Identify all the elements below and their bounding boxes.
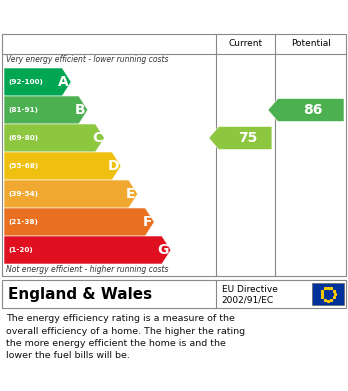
Text: D: D	[108, 159, 119, 173]
Polygon shape	[4, 208, 154, 236]
Text: (21-38): (21-38)	[8, 219, 38, 225]
Text: The energy efficiency rating is a measure of the
overall efficiency of a home. T: The energy efficiency rating is a measur…	[6, 314, 245, 361]
Polygon shape	[268, 99, 344, 122]
Text: EU Directive: EU Directive	[222, 285, 278, 294]
Polygon shape	[209, 127, 272, 149]
Text: B: B	[75, 103, 86, 117]
Text: Current: Current	[228, 38, 262, 47]
Polygon shape	[4, 124, 104, 152]
Polygon shape	[4, 152, 121, 180]
Text: 86: 86	[303, 103, 323, 117]
Text: Potential: Potential	[292, 38, 331, 47]
Text: 2002/91/EC: 2002/91/EC	[222, 295, 274, 304]
Text: E: E	[126, 187, 136, 201]
Text: (1-20): (1-20)	[8, 247, 33, 253]
Text: 75: 75	[238, 131, 257, 145]
Polygon shape	[4, 236, 171, 264]
Text: (81-91): (81-91)	[8, 107, 38, 113]
Text: G: G	[158, 243, 169, 257]
Text: (55-68): (55-68)	[8, 163, 38, 169]
Text: England & Wales: England & Wales	[8, 287, 152, 301]
Bar	[2, 280, 346, 308]
Text: Energy Efficiency Rating: Energy Efficiency Rating	[9, 9, 219, 23]
Polygon shape	[4, 180, 138, 208]
Bar	[312, 283, 344, 305]
Polygon shape	[4, 96, 88, 124]
Polygon shape	[4, 68, 71, 96]
Text: Very energy efficient - lower running costs: Very energy efficient - lower running co…	[6, 55, 168, 64]
Text: (69-80): (69-80)	[8, 135, 38, 141]
Text: (39-54): (39-54)	[8, 191, 38, 197]
Text: Not energy efficient - higher running costs: Not energy efficient - higher running co…	[6, 265, 168, 274]
Text: A: A	[58, 75, 69, 89]
Text: F: F	[143, 215, 152, 229]
Text: (92-100): (92-100)	[8, 79, 43, 85]
Text: C: C	[92, 131, 102, 145]
